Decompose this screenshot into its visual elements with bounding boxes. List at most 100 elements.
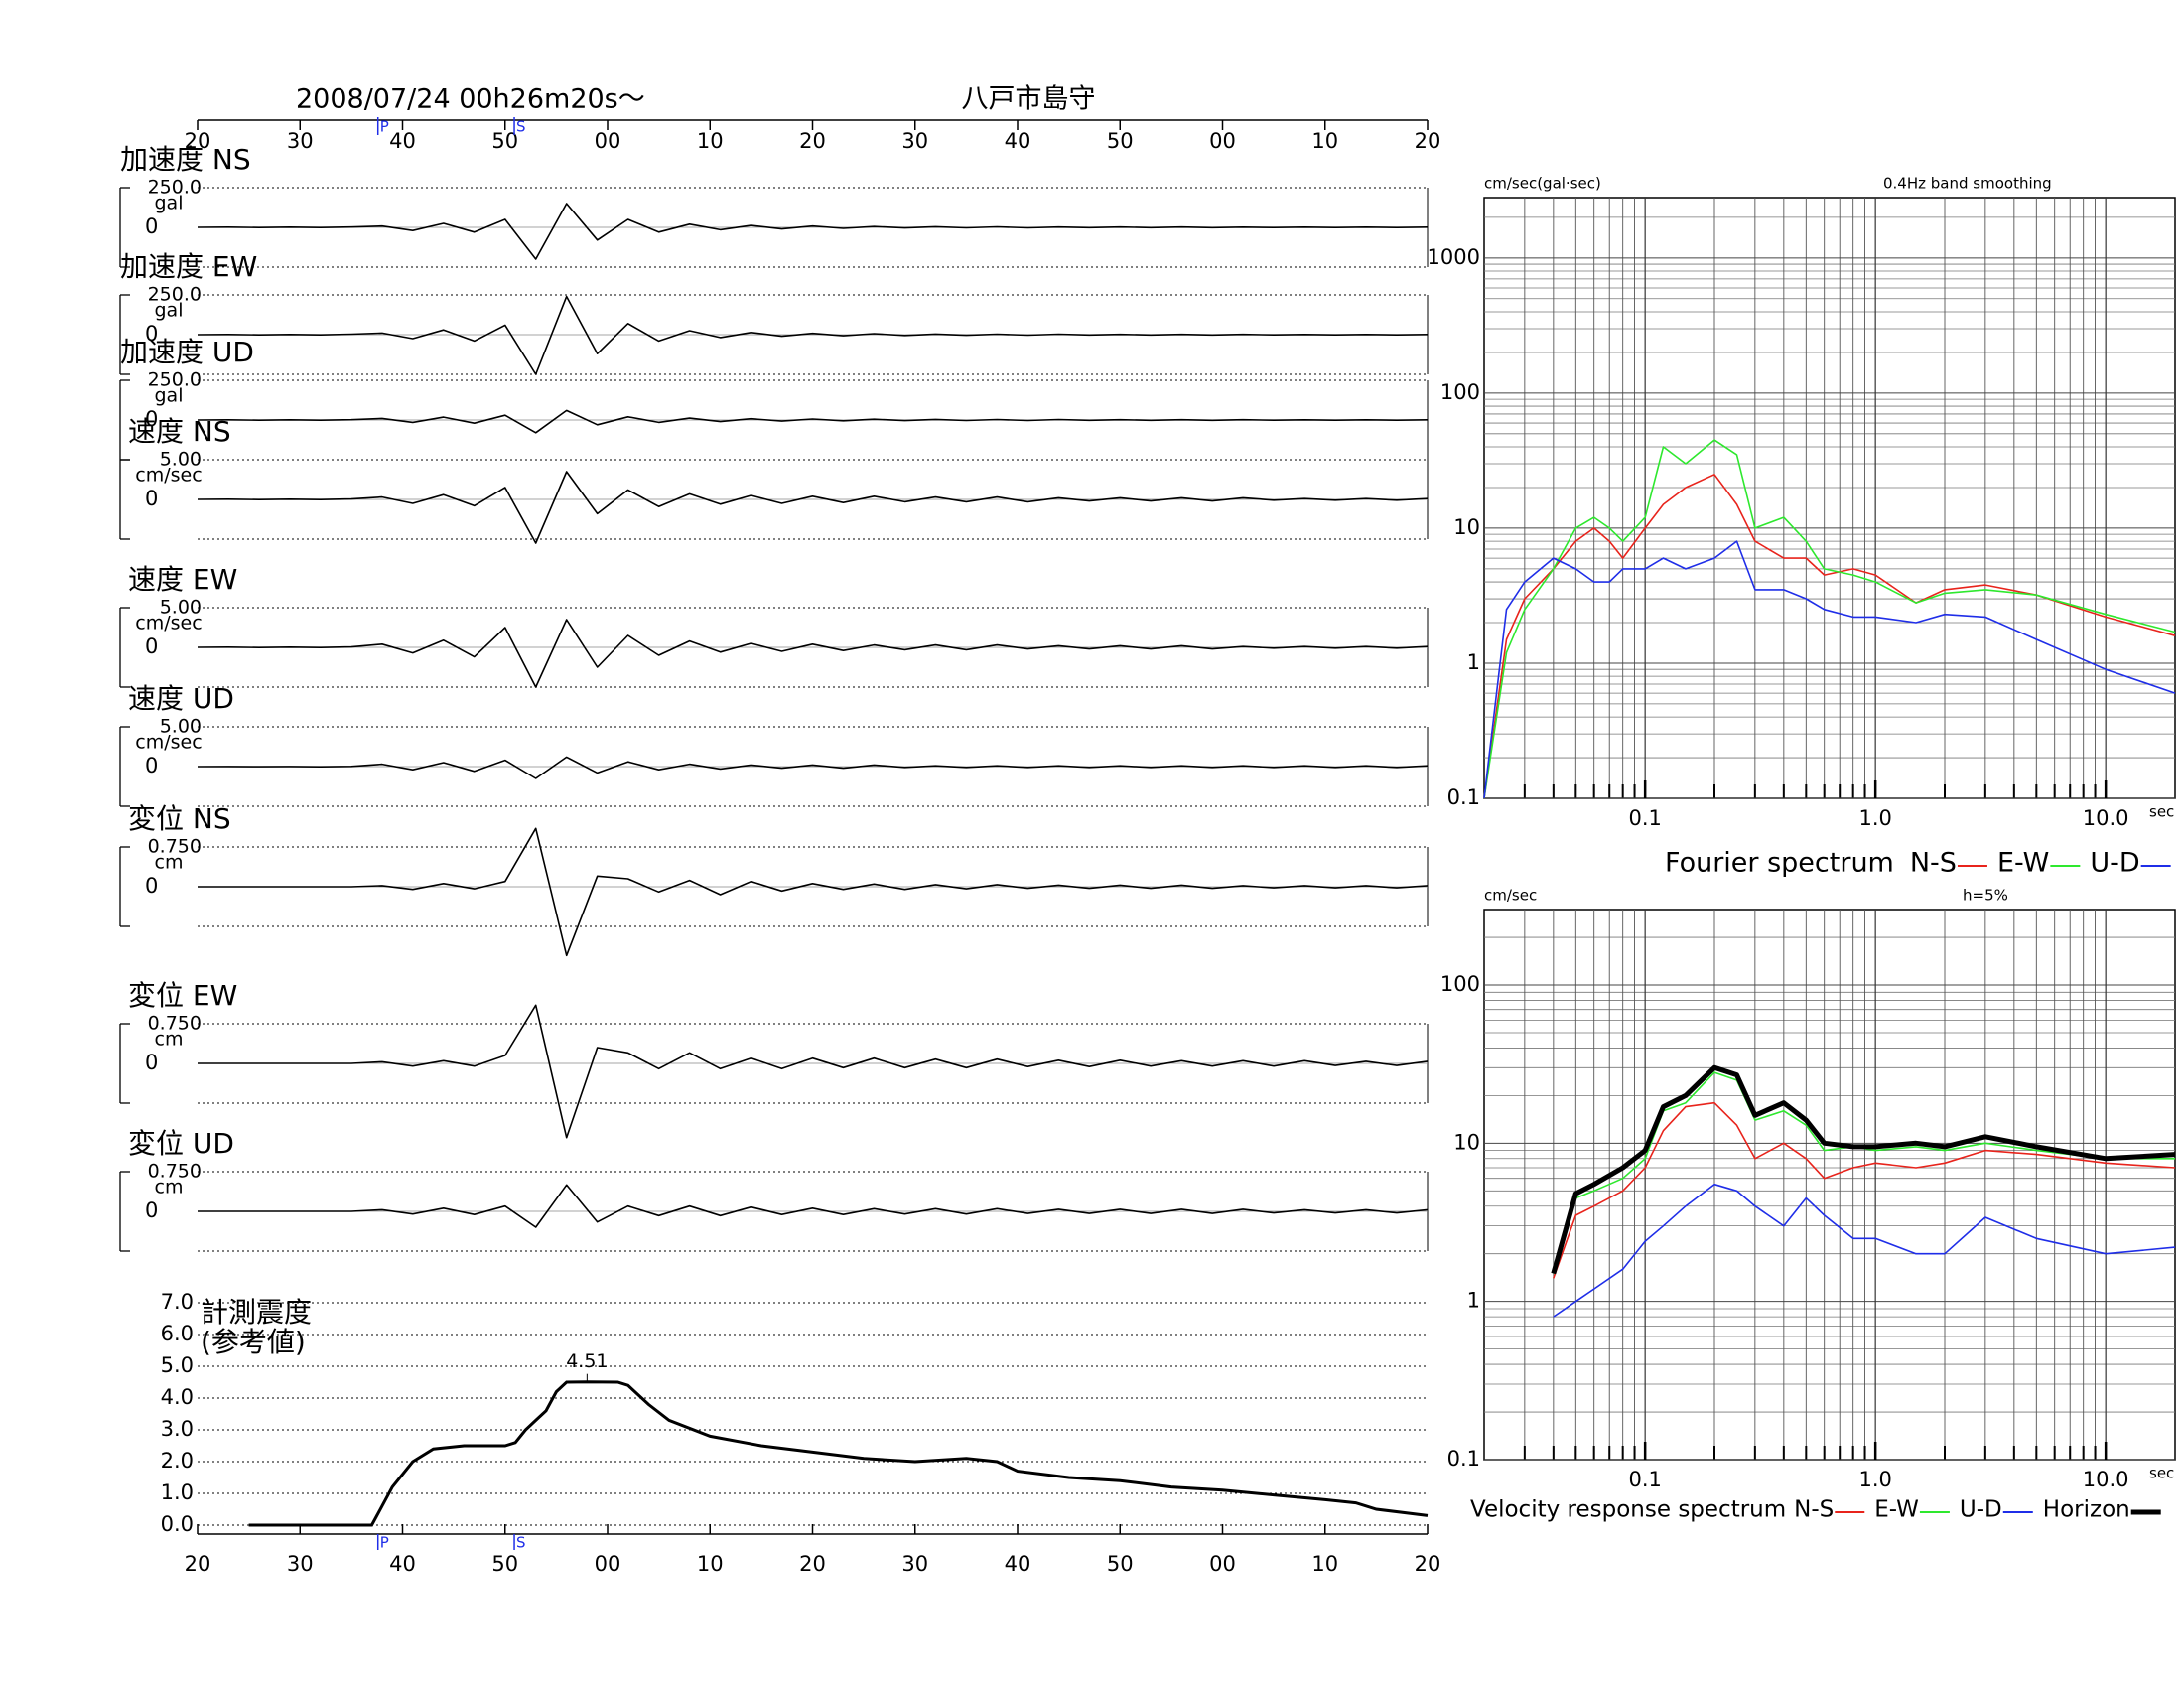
- x-tick-label: 50: [1107, 1552, 1134, 1576]
- y-tick-label: 1: [1467, 650, 1480, 674]
- chart-note: 0.4Hz band smoothing: [1883, 175, 2052, 193]
- plot-frame: [1483, 197, 2176, 799]
- x-tick-label: 50: [1107, 129, 1134, 153]
- x-tick-label: 10: [1311, 129, 1338, 153]
- x-tick-label: 0.1: [1628, 1468, 1661, 1491]
- x-tick-label: 10: [697, 1552, 724, 1576]
- waveform: [197, 756, 1429, 779]
- phase-label: S: [516, 1534, 526, 1552]
- x-tick-label: 20: [799, 1552, 826, 1576]
- trace-name: 変位 NS: [128, 802, 231, 835]
- x-tick-label: 10: [697, 129, 724, 153]
- y-tick-label: 100: [1440, 380, 1480, 404]
- phase-label: S: [516, 118, 526, 136]
- scale-label: 5.00: [160, 597, 202, 619]
- x-tick-label: 50: [491, 1552, 518, 1576]
- legend-label: E-W: [1997, 848, 2049, 879]
- scale-label: 5.00: [160, 449, 202, 471]
- zero-label: 0: [145, 874, 158, 898]
- legend-title: Fourier spectrum: [1665, 848, 1894, 879]
- waveform: [197, 203, 1429, 260]
- x-tick-label: 40: [389, 1552, 416, 1576]
- unit-label: cm: [155, 1177, 184, 1198]
- x-tick-label: 00: [595, 129, 621, 153]
- y-tick-label: 7.0: [161, 1290, 194, 1314]
- trace-name: 変位 EW: [128, 979, 237, 1012]
- waveform: [197, 619, 1429, 688]
- legend-label: N-S: [1794, 1497, 1834, 1523]
- scale-label: 0.750: [148, 1013, 202, 1035]
- x-tick-label: 20: [1415, 129, 1441, 153]
- chart-title: 計測震度: [201, 1296, 312, 1329]
- legend-label: E-W: [1874, 1497, 1919, 1523]
- y-tick-label: 5.0: [161, 1353, 194, 1377]
- x-axis-label: sec: [2149, 803, 2174, 821]
- x-tick-label: 20: [185, 1552, 211, 1576]
- x-tick-label: 20: [799, 129, 826, 153]
- spectrum-line: [1483, 540, 2176, 799]
- legend-label: Horizon: [2043, 1497, 2130, 1523]
- unit-label: gal: [155, 193, 184, 214]
- unit-label: cm/sec: [135, 613, 202, 634]
- zero-label: 0: [145, 407, 158, 431]
- unit-label: cm: [155, 852, 184, 874]
- trace-name: 加速度 NS: [120, 143, 251, 176]
- station-name: 八戸市島守: [962, 84, 1096, 115]
- x-tick-label: 20: [1415, 1552, 1441, 1576]
- legend-label: N-S: [1910, 848, 1957, 879]
- phase-label: P: [380, 1534, 389, 1552]
- zero-label: 0: [145, 322, 158, 346]
- spectrum-line: [1553, 1071, 2175, 1274]
- scale-label: 250.0: [148, 284, 202, 306]
- scale-label: 250.0: [148, 369, 202, 391]
- x-tick-label: 40: [1005, 1552, 1031, 1576]
- spectrum-line: [1483, 439, 2176, 799]
- legend-label: U-D: [1960, 1497, 2002, 1523]
- chart-note: h=5%: [1963, 887, 2008, 905]
- x-tick-label: 30: [287, 129, 314, 153]
- x-axis-label: sec: [2149, 1465, 2174, 1482]
- y-axis-label: cm/sec(gal·sec): [1484, 175, 1601, 193]
- unit-label: cm: [155, 1029, 184, 1051]
- y-tick-label: 0.1: [1447, 1447, 1480, 1471]
- y-tick-label: 6.0: [161, 1322, 194, 1345]
- unit-label: gal: [155, 300, 184, 322]
- y-tick-label: 0.0: [161, 1512, 194, 1536]
- y-tick-label: 10: [1453, 1130, 1480, 1154]
- y-tick-label: 0.1: [1447, 785, 1480, 809]
- phase-label: P: [380, 118, 389, 136]
- trace-name: 速度 EW: [128, 563, 237, 596]
- x-tick-label: 10: [1311, 1552, 1338, 1576]
- spectrum-line: [1553, 1183, 2176, 1318]
- x-tick-label: 00: [1209, 129, 1236, 153]
- y-tick-label: 4.0: [161, 1385, 194, 1409]
- trace-name: 加速度 EW: [120, 250, 257, 283]
- zero-label: 0: [145, 754, 158, 777]
- spectrum-line: [1553, 1101, 2176, 1279]
- trace-name: 加速度 UD: [120, 336, 254, 368]
- zero-label: 0: [145, 1051, 158, 1074]
- x-tick-label: 1.0: [1858, 1468, 1891, 1491]
- spectrum-line: [1483, 474, 2176, 799]
- y-tick-label: 1000: [1428, 245, 1480, 269]
- waveform: [197, 409, 1429, 434]
- y-tick-label: 3.0: [161, 1417, 194, 1441]
- unit-label: cm/sec: [135, 465, 202, 487]
- x-tick-label: 30: [287, 1552, 314, 1576]
- scale-label: 250.0: [148, 177, 202, 199]
- chart-title: 2008/07/24 00h26m20s〜: [296, 84, 645, 115]
- x-tick-label: 00: [1209, 1552, 1236, 1576]
- x-tick-label: 20: [185, 129, 211, 153]
- legend-title: Velocity response spectrum: [1470, 1497, 1786, 1523]
- zero-label: 0: [145, 214, 158, 238]
- waveform: [197, 471, 1429, 544]
- unit-label: gal: [155, 385, 184, 407]
- scale-label: 0.750: [148, 1161, 202, 1183]
- scale-label: 0.750: [148, 836, 202, 858]
- waveform: [198, 1004, 1429, 1139]
- waveform: [197, 295, 1429, 375]
- zero-label: 0: [145, 487, 158, 510]
- x-tick-label: 1.0: [1858, 806, 1891, 830]
- zero-label: 0: [145, 634, 158, 658]
